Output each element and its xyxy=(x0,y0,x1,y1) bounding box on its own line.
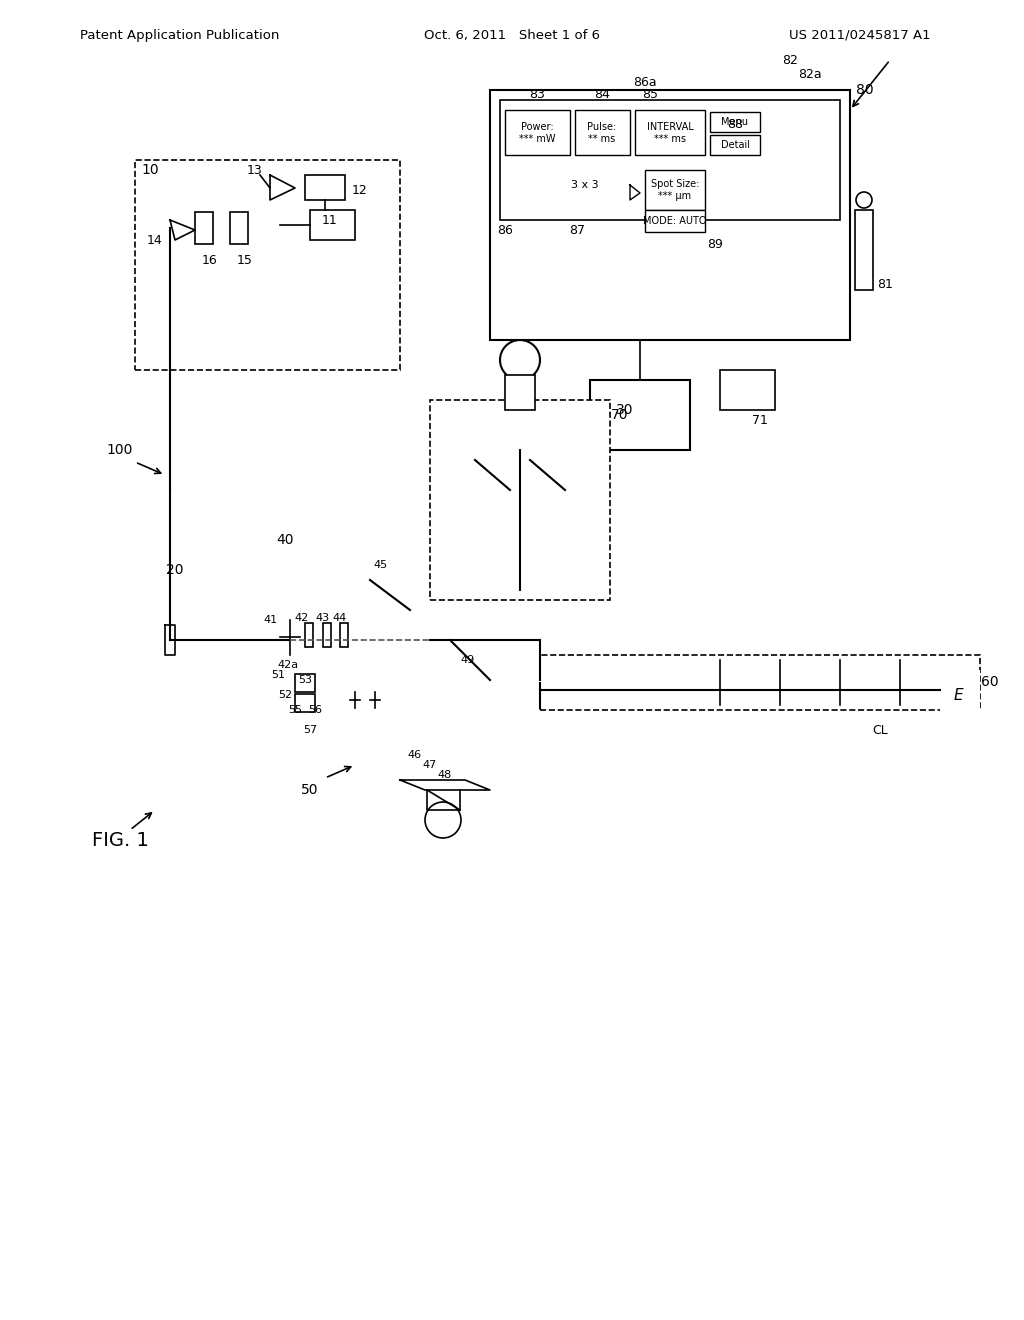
Text: 70: 70 xyxy=(611,408,629,422)
Bar xyxy=(635,110,705,154)
Bar xyxy=(645,170,705,210)
Text: 15: 15 xyxy=(238,253,253,267)
Bar xyxy=(855,210,873,290)
Text: Patent Application Publication: Patent Application Publication xyxy=(80,29,280,41)
Bar xyxy=(323,623,331,647)
Bar xyxy=(310,210,355,240)
Text: 46: 46 xyxy=(408,750,422,760)
Bar xyxy=(575,110,630,154)
Text: CL: CL xyxy=(872,723,888,737)
Text: 42a: 42a xyxy=(278,660,299,671)
Bar xyxy=(340,623,348,647)
Text: 83: 83 xyxy=(529,88,545,102)
Text: 86a: 86a xyxy=(633,75,656,88)
Text: MODE: AUTO: MODE: AUTO xyxy=(643,216,707,226)
Text: 50: 50 xyxy=(301,783,318,797)
Text: Power:
*** mW: Power: *** mW xyxy=(519,123,555,144)
Text: 47: 47 xyxy=(423,760,437,770)
Text: 43: 43 xyxy=(316,612,330,623)
Text: 81: 81 xyxy=(878,279,893,292)
Bar xyxy=(710,135,760,154)
Bar xyxy=(940,671,980,730)
Bar xyxy=(295,694,315,711)
Text: 16: 16 xyxy=(202,253,218,267)
Bar xyxy=(490,90,850,341)
Text: 57: 57 xyxy=(303,725,317,735)
Text: 85: 85 xyxy=(642,88,658,102)
Text: US 2011/0245817 A1: US 2011/0245817 A1 xyxy=(790,29,931,41)
Bar xyxy=(230,213,248,244)
Bar xyxy=(540,655,980,710)
Bar xyxy=(505,375,535,411)
Text: 14: 14 xyxy=(147,234,163,247)
Bar xyxy=(295,675,315,692)
Bar xyxy=(590,380,690,450)
Text: 86: 86 xyxy=(497,223,513,236)
Text: 84: 84 xyxy=(594,88,610,102)
Text: 48: 48 xyxy=(438,770,453,780)
Text: 56: 56 xyxy=(308,705,322,715)
Text: 44: 44 xyxy=(333,612,347,623)
Text: INTERVAL
*** ms: INTERVAL *** ms xyxy=(646,123,693,144)
Text: 3 x 3: 3 x 3 xyxy=(571,180,599,190)
Bar xyxy=(135,160,400,370)
Bar xyxy=(195,213,213,244)
Text: Menu: Menu xyxy=(722,117,749,127)
Text: 82a: 82a xyxy=(798,69,822,82)
Text: 82: 82 xyxy=(782,54,798,66)
Bar xyxy=(720,370,775,411)
Text: 88: 88 xyxy=(727,119,743,132)
Text: 20: 20 xyxy=(166,564,183,577)
Text: FIG. 1: FIG. 1 xyxy=(91,830,148,850)
Text: 80: 80 xyxy=(856,83,873,96)
Text: 100: 100 xyxy=(106,444,133,457)
Text: 51: 51 xyxy=(271,671,285,680)
Text: 89: 89 xyxy=(707,239,723,252)
Text: 30: 30 xyxy=(616,403,634,417)
Bar xyxy=(645,210,705,232)
Text: 12: 12 xyxy=(352,183,368,197)
Text: 52: 52 xyxy=(278,690,292,700)
Text: 71: 71 xyxy=(752,413,768,426)
Text: 10: 10 xyxy=(141,162,159,177)
Bar xyxy=(305,176,345,201)
Text: 49: 49 xyxy=(461,655,475,665)
Bar xyxy=(710,112,760,132)
Text: Oct. 6, 2011   Sheet 1 of 6: Oct. 6, 2011 Sheet 1 of 6 xyxy=(424,29,600,41)
Text: 53: 53 xyxy=(298,675,312,685)
Text: Spot Size:
*** μm: Spot Size: *** μm xyxy=(651,180,699,201)
Text: 60: 60 xyxy=(981,676,998,689)
Text: 42: 42 xyxy=(295,612,309,623)
Bar xyxy=(500,100,840,220)
Text: 45: 45 xyxy=(373,560,387,570)
Text: Detail: Detail xyxy=(721,140,750,150)
Text: 87: 87 xyxy=(569,223,585,236)
Bar xyxy=(505,110,570,154)
Text: E: E xyxy=(953,688,963,702)
Text: 13: 13 xyxy=(247,164,263,177)
Bar xyxy=(305,623,313,647)
Text: 11: 11 xyxy=(323,214,338,227)
Text: 41: 41 xyxy=(263,615,278,624)
Text: Pulse:
** ms: Pulse: ** ms xyxy=(588,123,616,144)
Text: 40: 40 xyxy=(276,533,294,546)
Text: 55: 55 xyxy=(288,705,302,715)
Bar xyxy=(430,400,610,601)
